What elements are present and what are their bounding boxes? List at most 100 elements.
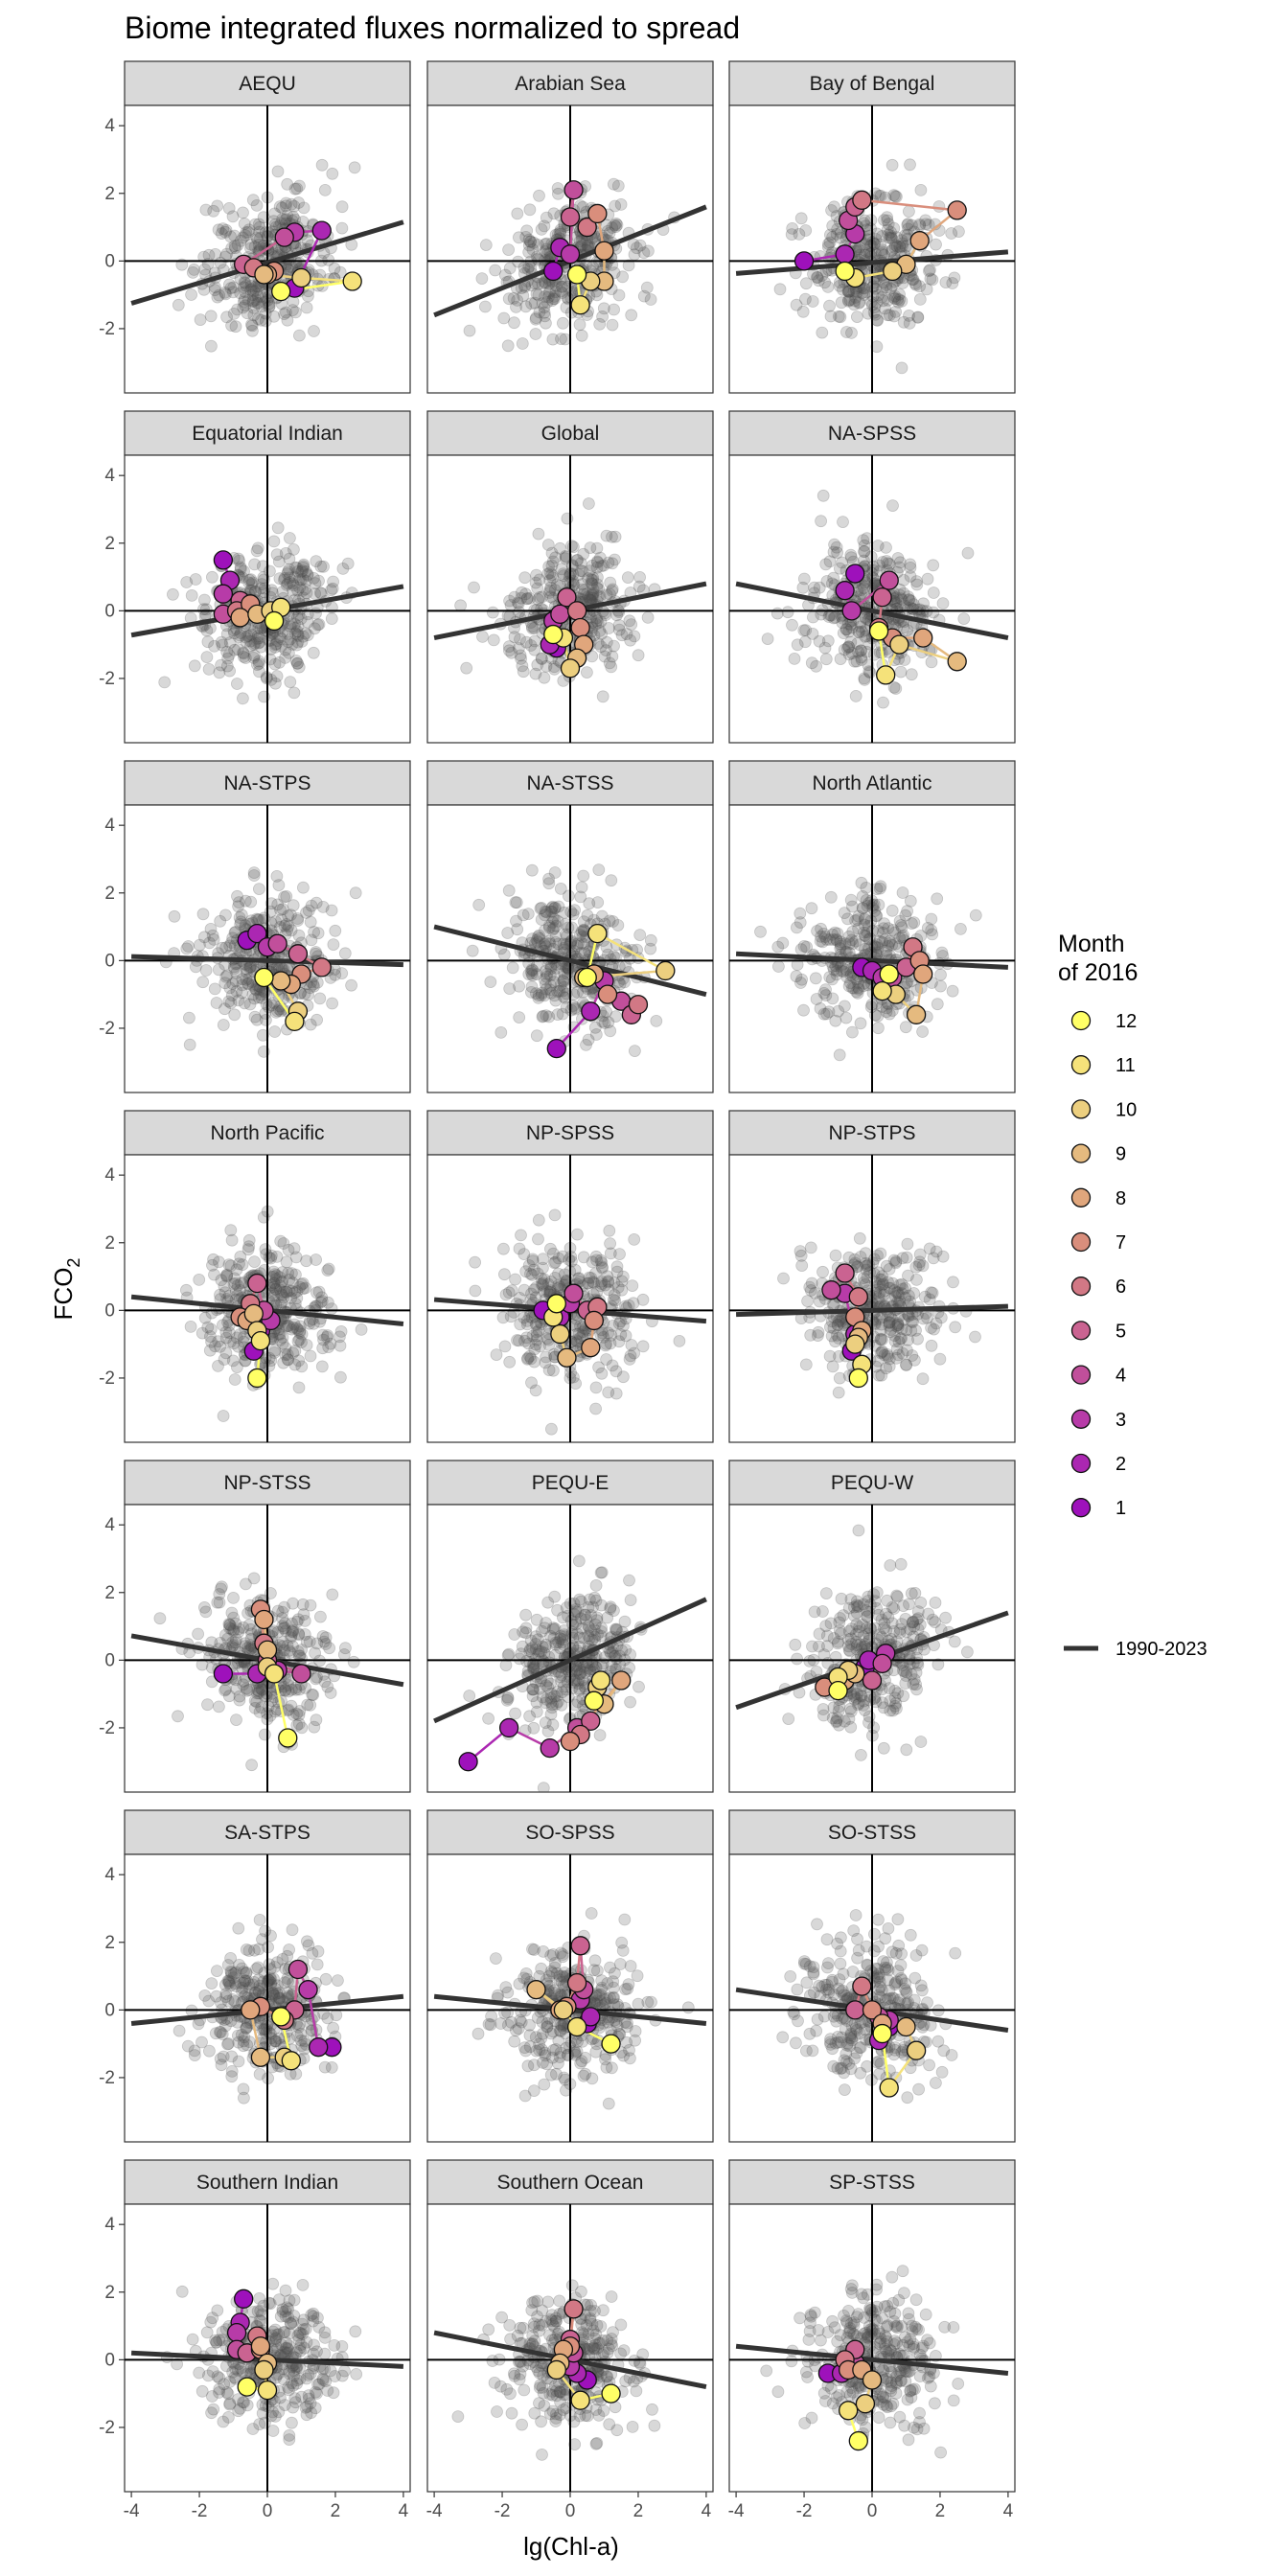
background-point — [790, 298, 803, 311]
background-point — [325, 1302, 338, 1315]
background-point — [872, 925, 885, 937]
background-point — [529, 576, 542, 589]
background-point — [906, 273, 919, 287]
background-point — [463, 1690, 476, 1702]
background-point — [528, 622, 540, 634]
background-point — [859, 631, 872, 643]
background-point — [223, 664, 237, 678]
background-point — [523, 591, 537, 605]
background-point — [526, 242, 540, 256]
background-point — [242, 573, 256, 586]
background-point — [887, 310, 901, 323]
background-point — [284, 620, 297, 633]
background-point — [877, 294, 890, 308]
background-point — [240, 279, 253, 292]
background-point — [497, 1242, 510, 1255]
background-point — [858, 674, 871, 686]
background-point — [552, 187, 564, 200]
background-point — [268, 207, 282, 220]
background-point — [322, 253, 335, 266]
background-point — [559, 552, 572, 565]
background-point — [858, 582, 870, 595]
background-point — [476, 631, 489, 643]
background-point — [849, 914, 862, 928]
background-point — [857, 534, 870, 547]
background-point — [512, 596, 524, 610]
background-point — [542, 934, 556, 948]
background-point — [539, 310, 551, 323]
background-point — [596, 690, 610, 703]
background-point — [893, 240, 906, 253]
background-point — [230, 1331, 243, 1345]
background-point — [577, 547, 590, 561]
background-point — [821, 241, 835, 253]
background-point — [589, 1381, 603, 1394]
background-point — [291, 565, 305, 578]
background-point — [878, 214, 890, 227]
background-point — [883, 231, 896, 244]
background-point — [916, 1372, 930, 1386]
background-point — [826, 219, 840, 233]
background-point — [326, 582, 339, 595]
background-point — [547, 976, 561, 989]
background-point — [893, 288, 906, 301]
background-point — [307, 646, 320, 659]
background-point — [273, 200, 287, 214]
background-point — [469, 1284, 482, 1298]
background-point — [242, 977, 255, 990]
y-tick-label: -2 — [99, 319, 115, 339]
background-point — [809, 1286, 821, 1300]
background-point — [263, 634, 276, 647]
background-point — [248, 1255, 261, 1268]
background-point — [525, 863, 539, 877]
background-point — [312, 618, 326, 631]
background-point — [896, 886, 909, 899]
background-point — [545, 568, 559, 582]
background-point — [212, 1700, 225, 1714]
background-point — [571, 985, 584, 999]
background-point — [876, 290, 888, 304]
background-point — [243, 634, 257, 648]
background-point — [296, 572, 310, 586]
background-point — [884, 309, 896, 322]
background-point — [263, 564, 276, 578]
background-point — [891, 1296, 904, 1309]
month-point-11 — [587, 923, 608, 944]
background-point — [836, 556, 848, 569]
background-point — [557, 567, 570, 581]
background-point — [272, 555, 286, 568]
background-point — [283, 552, 296, 565]
background-point — [969, 908, 982, 922]
background-point — [548, 289, 561, 303]
background-point — [270, 870, 284, 883]
background-point — [552, 900, 565, 913]
background-point — [511, 923, 524, 936]
background-point — [770, 607, 784, 620]
background-point — [227, 307, 241, 320]
background-point — [546, 571, 560, 585]
background-point — [349, 886, 362, 900]
background-point — [823, 299, 836, 312]
background-point — [516, 337, 529, 350]
background-point — [271, 165, 285, 178]
background-point — [215, 658, 228, 672]
background-point — [310, 1254, 323, 1266]
background-point — [923, 264, 935, 278]
month-point-9 — [243, 1303, 264, 1324]
background-point — [279, 643, 292, 656]
background-point — [799, 624, 813, 636]
background-point — [902, 218, 914, 231]
background-point — [544, 978, 558, 992]
background-point — [201, 635, 215, 649]
background-point — [251, 658, 264, 671]
month-point-9 — [254, 264, 274, 285]
background-point — [288, 1358, 302, 1371]
background-point — [754, 925, 767, 938]
background-point — [517, 289, 530, 302]
background-point — [533, 929, 545, 942]
background-point — [542, 872, 555, 886]
background-point — [586, 559, 599, 572]
background-point — [586, 587, 600, 600]
background-point — [581, 239, 594, 252]
background-point — [296, 564, 309, 577]
